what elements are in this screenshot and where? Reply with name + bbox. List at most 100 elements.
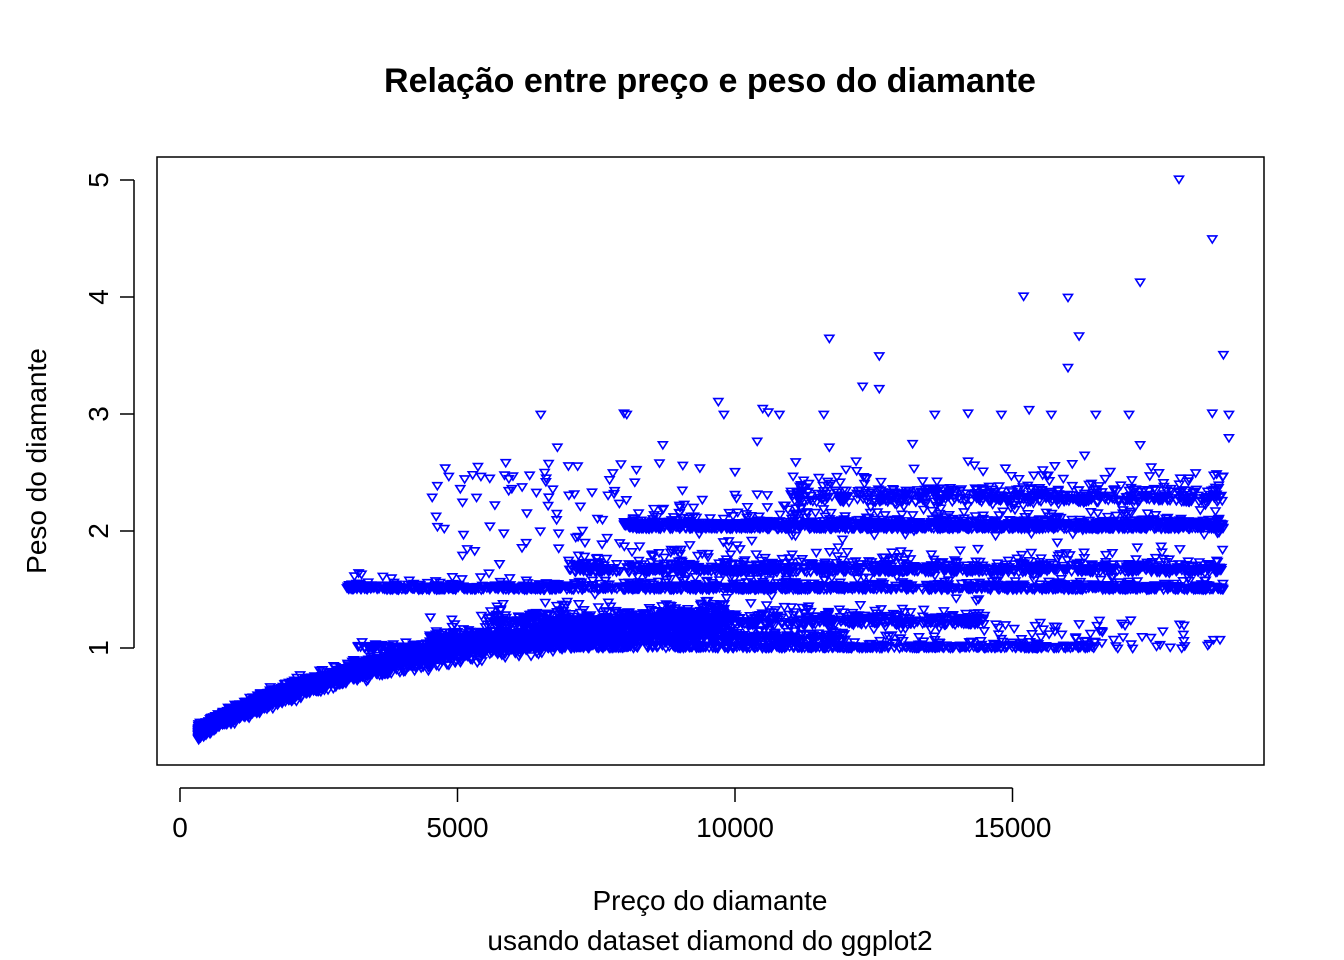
data-point: [995, 410, 1008, 420]
data-point: [312, 687, 325, 697]
data-point: [196, 722, 209, 733]
data-point: [1206, 235, 1219, 245]
data-point: [1017, 292, 1030, 302]
data-point: [751, 437, 764, 447]
data-point: [333, 680, 345, 691]
data-point: [327, 670, 340, 680]
data-point: [351, 664, 364, 674]
data-point: [396, 661, 409, 671]
data-point: [762, 408, 775, 418]
data-point: [375, 668, 388, 679]
data-point: [817, 410, 830, 420]
data-point: [1089, 410, 1102, 420]
data-point: [399, 667, 412, 677]
data-point: [381, 666, 394, 676]
data-point: [432, 662, 445, 672]
data-point: [225, 709, 238, 719]
data-point: [424, 613, 437, 623]
data-point: [330, 672, 343, 682]
data-point: [285, 697, 298, 707]
data-point: [1062, 363, 1074, 374]
data-point: [360, 665, 373, 676]
data-point: [1134, 441, 1147, 451]
data-point: [1078, 451, 1091, 461]
data-point: [475, 657, 488, 667]
data-point: [1062, 293, 1074, 303]
data-point: [618, 409, 630, 419]
data-point: [840, 465, 852, 475]
data-point: [656, 441, 669, 451]
data-point: [465, 653, 478, 663]
data-point: [420, 655, 433, 665]
data-point: [1123, 410, 1136, 420]
data-point: [381, 669, 394, 680]
data-point: [473, 655, 486, 665]
data-point: [312, 681, 325, 691]
data-point: [244, 710, 257, 720]
data-point: [301, 674, 314, 684]
data-point: [267, 700, 280, 710]
data-point: [1189, 469, 1202, 479]
data-point: [289, 688, 301, 698]
data-point: [854, 601, 867, 611]
data-point: [287, 689, 300, 699]
data-point: [928, 410, 941, 420]
data-point: [712, 397, 725, 408]
data-point: [457, 650, 470, 661]
data-point: [429, 655, 442, 666]
data-point: [368, 658, 381, 668]
data-point: [261, 689, 274, 699]
data-point: [405, 657, 418, 668]
data-point: [285, 682, 298, 692]
data-point: [454, 658, 467, 669]
data-point: [1173, 175, 1185, 185]
data-point: [419, 650, 432, 660]
data-point: [309, 677, 321, 687]
data-point: [229, 712, 242, 722]
data-point: [1134, 278, 1147, 288]
data-point: [620, 410, 633, 420]
data-point: [333, 676, 346, 687]
data-point: [1045, 410, 1058, 420]
data-point: [906, 439, 919, 450]
data-point: [1145, 463, 1158, 473]
data-point: [422, 666, 435, 677]
data-point: [873, 352, 886, 362]
data-point: [207, 713, 220, 723]
data-point: [856, 382, 869, 392]
points-layer: [192, 175, 1235, 746]
data-point: [261, 695, 274, 705]
data-point: [534, 410, 547, 420]
data-point: [331, 665, 344, 676]
data-point: [1222, 433, 1235, 444]
data-point: [606, 469, 619, 479]
data-point: [650, 607, 663, 617]
data-point: [427, 656, 440, 667]
data-point: [729, 467, 741, 478]
data-point: [1206, 409, 1219, 419]
data-point: [356, 663, 369, 674]
chart-title: Relação entre preço e peso do diamante: [384, 62, 1036, 100]
data-point: [439, 653, 452, 663]
data-point: [300, 677, 313, 688]
data-point: [337, 665, 349, 676]
data-point: [823, 334, 836, 344]
data-point: [539, 598, 552, 609]
data-point: [192, 733, 205, 743]
data-point: [551, 443, 564, 453]
data-point: [310, 682, 322, 692]
data-point: [697, 603, 710, 614]
data-point: [442, 661, 455, 671]
data-point: [392, 651, 405, 662]
data-point: [1222, 410, 1235, 420]
data-point: [381, 655, 394, 665]
data-point: [403, 651, 415, 661]
data-point: [193, 729, 206, 739]
data-point: [525, 652, 537, 662]
data-point: [917, 605, 930, 616]
data-point: [334, 668, 347, 678]
data-point: [323, 672, 336, 683]
data-point: [950, 594, 963, 604]
data-point: [392, 666, 405, 676]
